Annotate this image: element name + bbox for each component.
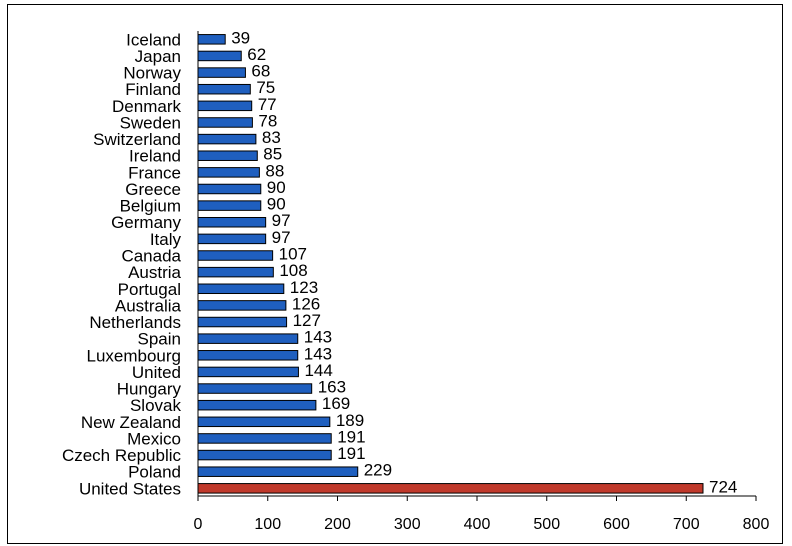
bar-canada (197, 250, 274, 261)
category-label: Czech Republic (62, 446, 182, 465)
category-label: Iceland (126, 30, 181, 49)
category-label: Norway (123, 64, 181, 83)
bar-sweden (197, 117, 253, 128)
value-label: 83 (262, 128, 281, 147)
bar-poland (197, 466, 359, 477)
bar-france (197, 167, 260, 178)
bar-czech-republic (197, 449, 332, 461)
bar-spain (197, 333, 299, 344)
value-label: 108 (279, 261, 307, 280)
value-label: 127 (293, 311, 321, 330)
value-label: 88 (265, 161, 284, 180)
value-label: 126 (292, 294, 320, 313)
value-label: 77 (258, 95, 277, 114)
value-label: 163 (318, 378, 346, 397)
category-label: Slovak (130, 396, 182, 415)
category-label: Italy (150, 230, 182, 249)
x-tick-label: 100 (254, 516, 281, 533)
category-label: Greece (125, 180, 181, 199)
category-label: United (132, 363, 181, 382)
bar-netherlands (197, 316, 288, 328)
category-label: United States (79, 479, 181, 498)
bar-ireland (197, 150, 258, 161)
bar-luxembourg (197, 350, 299, 361)
category-label: France (128, 163, 181, 182)
value-label: 143 (304, 344, 332, 363)
category-label: Austria (128, 263, 181, 282)
value-label: 39 (231, 28, 250, 47)
value-label: 62 (247, 45, 266, 64)
bar-austria (197, 266, 274, 278)
value-labels-group: 3962687577788385889090979710710812312612… (231, 28, 737, 496)
bar-united (197, 366, 299, 378)
x-tick-label: 500 (533, 516, 560, 533)
category-label: Netherlands (89, 313, 181, 332)
bar-slovak (197, 399, 317, 411)
value-label: 85 (263, 145, 282, 164)
category-label: Denmark (112, 97, 181, 116)
bar-portugal (197, 283, 285, 295)
category-label: Luxembourg (86, 346, 181, 365)
category-label: Germany (111, 213, 181, 232)
x-tick-label: 400 (464, 516, 491, 533)
value-label: 189 (336, 411, 364, 430)
category-label: Spain (138, 330, 181, 349)
x-tick-label: 0 (194, 516, 203, 533)
value-label: 90 (267, 178, 286, 197)
bar-greece (197, 183, 262, 195)
bar-italy (197, 233, 267, 245)
bar-japan (197, 50, 242, 62)
value-label: 144 (304, 361, 332, 380)
value-label: 78 (258, 111, 277, 130)
bar-switzerland (197, 133, 257, 145)
x-tick-label: 700 (673, 516, 700, 533)
bars-group (197, 34, 704, 494)
category-label: Sweden (120, 113, 181, 132)
category-label: Finland (125, 80, 181, 99)
category-label: Switzerland (93, 130, 181, 149)
category-label: Ireland (129, 147, 181, 166)
bar-united-states (197, 483, 704, 494)
category-label: New Zealand (81, 413, 181, 432)
x-tick-label: 800 (743, 516, 770, 533)
value-label: 97 (272, 211, 291, 230)
category-label: Japan (135, 47, 181, 66)
category-label: Mexico (127, 429, 181, 448)
bar-mexico (197, 433, 332, 444)
value-label: 75 (256, 78, 275, 97)
value-label: 107 (279, 245, 307, 264)
category-label: Belgium (120, 197, 181, 216)
category-label: Canada (121, 247, 181, 266)
value-label: 97 (272, 228, 291, 247)
x-ticks-group: 0 100 200 300 400 500 600 700 800 (194, 496, 770, 533)
bar-new-zealand (197, 416, 331, 428)
bar-finland (197, 83, 251, 95)
bar-denmark (197, 100, 253, 112)
x-tick-label: 200 (324, 516, 351, 533)
category-label: Australia (115, 296, 182, 315)
value-label: 169 (322, 394, 350, 413)
bar-germany (197, 216, 267, 228)
chart-frame: Iceland Japan Norway Finland Denmark Sweden Sw… (7, 4, 783, 544)
bar-australia (197, 300, 287, 311)
bar-norway (197, 67, 246, 78)
value-label: 191 (337, 427, 365, 446)
bar-hungary (197, 383, 313, 394)
value-label: 123 (290, 278, 318, 297)
value-label: 229 (364, 461, 392, 480)
value-label: 724 (709, 477, 737, 496)
category-label: Portugal (118, 280, 181, 299)
x-tick-label: 600 (603, 516, 630, 533)
bar-chart: IcelandJapanNorwayFinlandDenmarkSwedenSw… (62, 28, 770, 533)
category-label: Hungary (117, 380, 182, 399)
x-tick-label: 300 (394, 516, 421, 533)
category-labels-group: IcelandJapanNorwayFinlandDenmarkSwedenSw… (62, 30, 182, 498)
value-label: 68 (251, 62, 270, 81)
category-label: Poland (128, 463, 181, 482)
value-label: 143 (304, 328, 332, 347)
bar-iceland (197, 34, 226, 45)
bar-belgium (197, 200, 262, 211)
value-label: 90 (267, 195, 286, 214)
value-label: 191 (337, 444, 365, 463)
